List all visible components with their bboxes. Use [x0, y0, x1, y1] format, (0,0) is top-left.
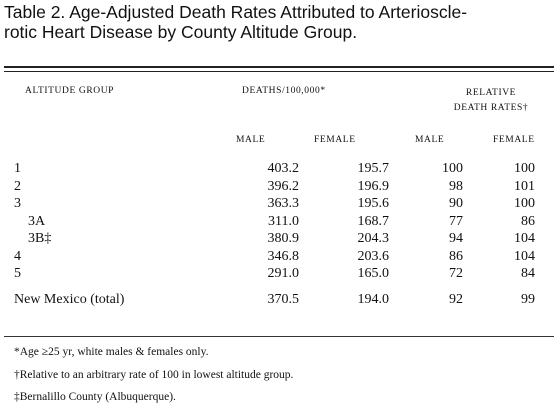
cell-female: 168.7: [357, 213, 390, 229]
cell-male-total: 370.5: [267, 291, 300, 307]
cell-female-total: 194.0: [357, 291, 390, 307]
subheader-relative-male: male: [415, 135, 445, 145]
cell-relative-female: 84: [521, 266, 535, 281]
header-relative-line-1: Relative: [465, 88, 517, 98]
cell-relative-female: 100: [514, 161, 535, 176]
cell-relative-male: 77: [449, 213, 463, 229]
header-deaths-per-100000: Deaths/100,000*: [242, 86, 326, 96]
cell-relative-male: 90: [449, 196, 463, 211]
cell-relative-male: 86: [449, 248, 463, 264]
top-rule-thin: [4, 71, 554, 72]
cell-female: 165.0: [357, 266, 390, 281]
table-row: 1 403.2 195.7 100 100: [0, 160, 535, 178]
cell-relative-male: 72: [449, 266, 463, 281]
cell-female: 203.6: [357, 248, 390, 264]
cell-female: 195.7: [357, 161, 390, 176]
row-label: 3: [14, 196, 21, 211]
row-label: 5: [14, 266, 21, 281]
cell-male: 346.8: [267, 248, 300, 264]
table-row: 2 396.2 196.9 98 101: [0, 178, 535, 196]
cell-relative-female: 101: [514, 178, 535, 194]
footnote-bernalillo: ‡Bernalillo County (Albuquerque).: [14, 391, 176, 403]
cell-relative-female: 100: [514, 196, 535, 211]
row-label: 2: [14, 178, 21, 194]
row-label: 4: [14, 248, 21, 264]
subheader-relative-female: female: [493, 135, 535, 145]
cell-relative-female: 104: [514, 248, 535, 264]
table-row: 5 291.0 165.0 72 84: [0, 265, 535, 283]
cell-relative-male: 98: [449, 178, 463, 194]
cell-relative-male-total: 92: [449, 291, 463, 307]
cell-female: 195.6: [357, 196, 390, 211]
cell-relative-female: 104: [514, 231, 535, 246]
cell-male: 396.2: [267, 178, 300, 194]
row-label: 3B‡: [28, 231, 52, 246]
subheader-male: male: [236, 135, 266, 145]
cell-male: 291.0: [267, 266, 300, 281]
cell-female: 204.3: [357, 231, 390, 246]
table-row: 4 346.8 203.6 86 104: [0, 248, 535, 266]
caption-line-1: Table 2. Age-Adjusted Death Rates Attrib…: [4, 2, 468, 22]
top-rule-thick: [4, 66, 554, 68]
table-caption: Table 2. Age-Adjusted Death Rates Attrib…: [4, 2, 556, 42]
table-row: 3 363.3 195.6 90 100: [0, 195, 535, 213]
data-table: 1 403.2 195.7 100 100 2 396.2 196.9 98 1…: [0, 160, 535, 311]
cell-relative-female-total: 99: [521, 291, 535, 307]
footnote-relative: †Relative to an arbitrary rate of 100 in…: [14, 369, 294, 381]
footnote-age: *Age ≥25 yr, white males & females only.: [14, 346, 209, 358]
table-row-total: New Mexico (total) 370.5 194.0 92 99: [0, 283, 535, 311]
footnote-rule: [4, 336, 554, 337]
header-relative-line-2: Death Rates†: [453, 103, 529, 113]
cell-relative-female: 86: [521, 213, 535, 229]
row-label: 3A: [28, 213, 46, 229]
table-row: 3A 311.0 168.7 77 86: [0, 213, 535, 231]
cell-male: 311.0: [268, 213, 299, 229]
cell-male: 380.9: [267, 231, 300, 246]
row-label: 1: [14, 161, 21, 176]
header-relative-death-rates: Relative Death Rates†: [436, 86, 546, 116]
cell-male: 363.3: [267, 196, 300, 211]
cell-female: 196.9: [357, 178, 390, 194]
header-altitude-group: Altitude Group: [25, 86, 115, 96]
row-label-total: New Mexico (total): [14, 291, 125, 307]
cell-relative-male: 100: [442, 161, 463, 176]
caption-line-2: rotic Heart Disease by County Altitude G…: [4, 22, 358, 42]
subheader-female: female: [314, 135, 356, 145]
cell-male: 403.2: [267, 161, 300, 176]
cell-relative-male: 94: [449, 231, 463, 246]
table-row: 3B‡ 380.9 204.3 94 104: [0, 230, 535, 248]
